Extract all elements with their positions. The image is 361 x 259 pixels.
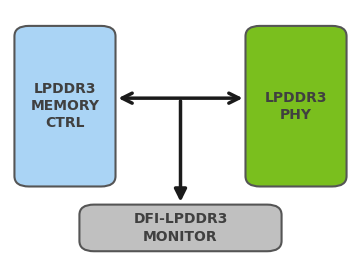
FancyBboxPatch shape (245, 26, 347, 186)
Text: LPDDR3
MEMORY
CTRL: LPDDR3 MEMORY CTRL (30, 82, 100, 131)
FancyBboxPatch shape (14, 26, 116, 186)
FancyBboxPatch shape (79, 205, 282, 251)
Text: LPDDR3
PHY: LPDDR3 PHY (265, 91, 327, 122)
Text: DFI-LPDDR3
MONITOR: DFI-LPDDR3 MONITOR (133, 212, 228, 243)
